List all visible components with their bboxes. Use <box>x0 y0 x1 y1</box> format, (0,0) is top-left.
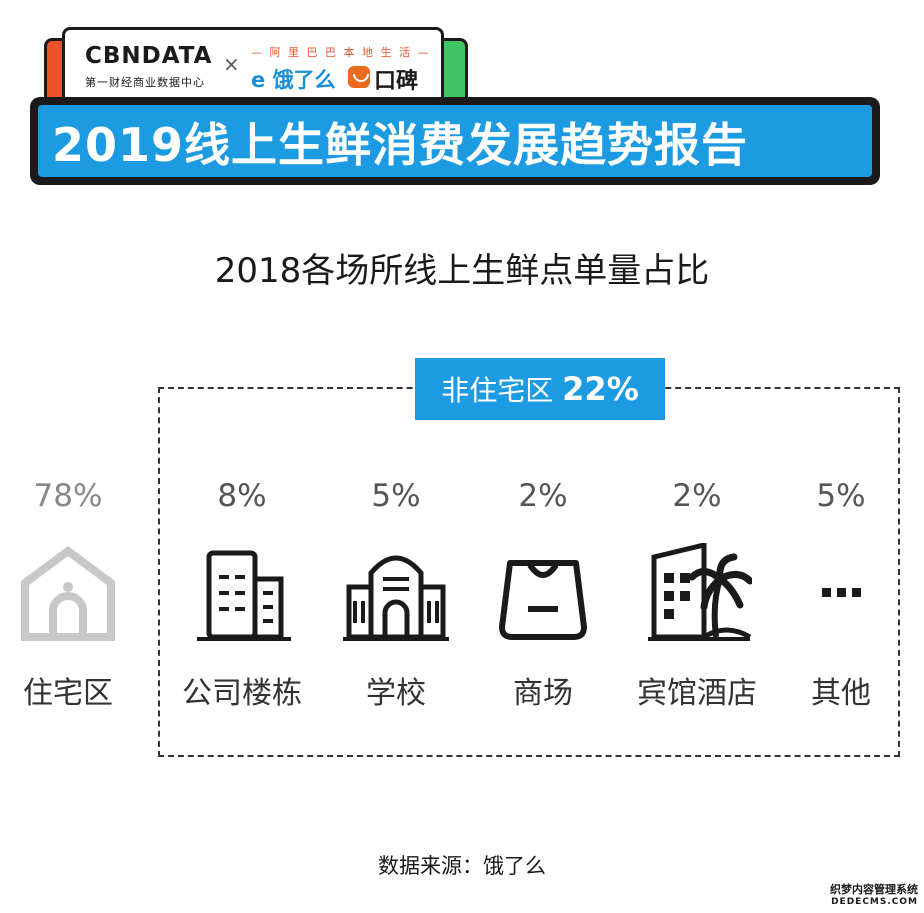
category-label-3: 商场 <box>513 676 573 711</box>
report-title-banner: 2019线上生鲜消费发展趋势报告 <box>30 97 880 185</box>
category-label-5: 其他 <box>811 676 871 711</box>
value-label-5: 5% <box>816 478 866 514</box>
ellipsis-icon <box>786 543 896 643</box>
value-label-3: 2% <box>518 478 568 514</box>
category-label-4: 宾馆酒店 <box>637 676 757 711</box>
value-label-4: 2% <box>672 478 722 514</box>
eleme-logo: e 饿了么 <box>251 68 336 92</box>
group-value: 22% <box>562 370 639 408</box>
category-label-2: 学校 <box>366 676 426 711</box>
watermark: 织梦内容管理系统 DEDECMS.COM <box>830 883 918 909</box>
group-label-text: 非住宅区 <box>441 374 554 407</box>
hotel-palm-icon <box>642 541 754 643</box>
shopping-bag-icon <box>488 543 598 643</box>
koubei-icon <box>348 66 370 88</box>
value-label-2: 5% <box>371 478 421 514</box>
non-residential-group-label: 非住宅区 22% <box>415 358 665 420</box>
data-source: 数据来源：饿了么 <box>378 854 546 878</box>
alibaba-local-life: — 阿 里 巴 巴 本 地 生 活 — <box>251 46 431 59</box>
chart-title: 2018各场所线上生鲜点单量占比 <box>214 251 710 291</box>
report-title: 2019线上生鲜消费发展趋势报告 <box>52 118 749 172</box>
house-icon <box>13 543 123 643</box>
category-label-0: 住宅区 <box>23 676 113 711</box>
office-building-icon <box>187 543 297 643</box>
cbndata-logo: CBNDATA <box>85 43 213 69</box>
category-label-1: 公司楼栋 <box>182 676 302 711</box>
watermark-line2: DEDECMS.COM <box>831 897 918 907</box>
watermark-line1: 织梦内容管理系统 <box>830 883 918 896</box>
koubei-logo: 口碑 <box>374 69 419 94</box>
value-label-0: 78% <box>33 478 103 514</box>
times-sign: × <box>223 52 240 76</box>
school-icon <box>341 543 451 643</box>
eleme-text: 饿了么 <box>272 68 336 92</box>
cbndata-subtitle: 第一财经商业数据中心 <box>85 76 205 89</box>
value-label-1: 8% <box>217 478 267 514</box>
